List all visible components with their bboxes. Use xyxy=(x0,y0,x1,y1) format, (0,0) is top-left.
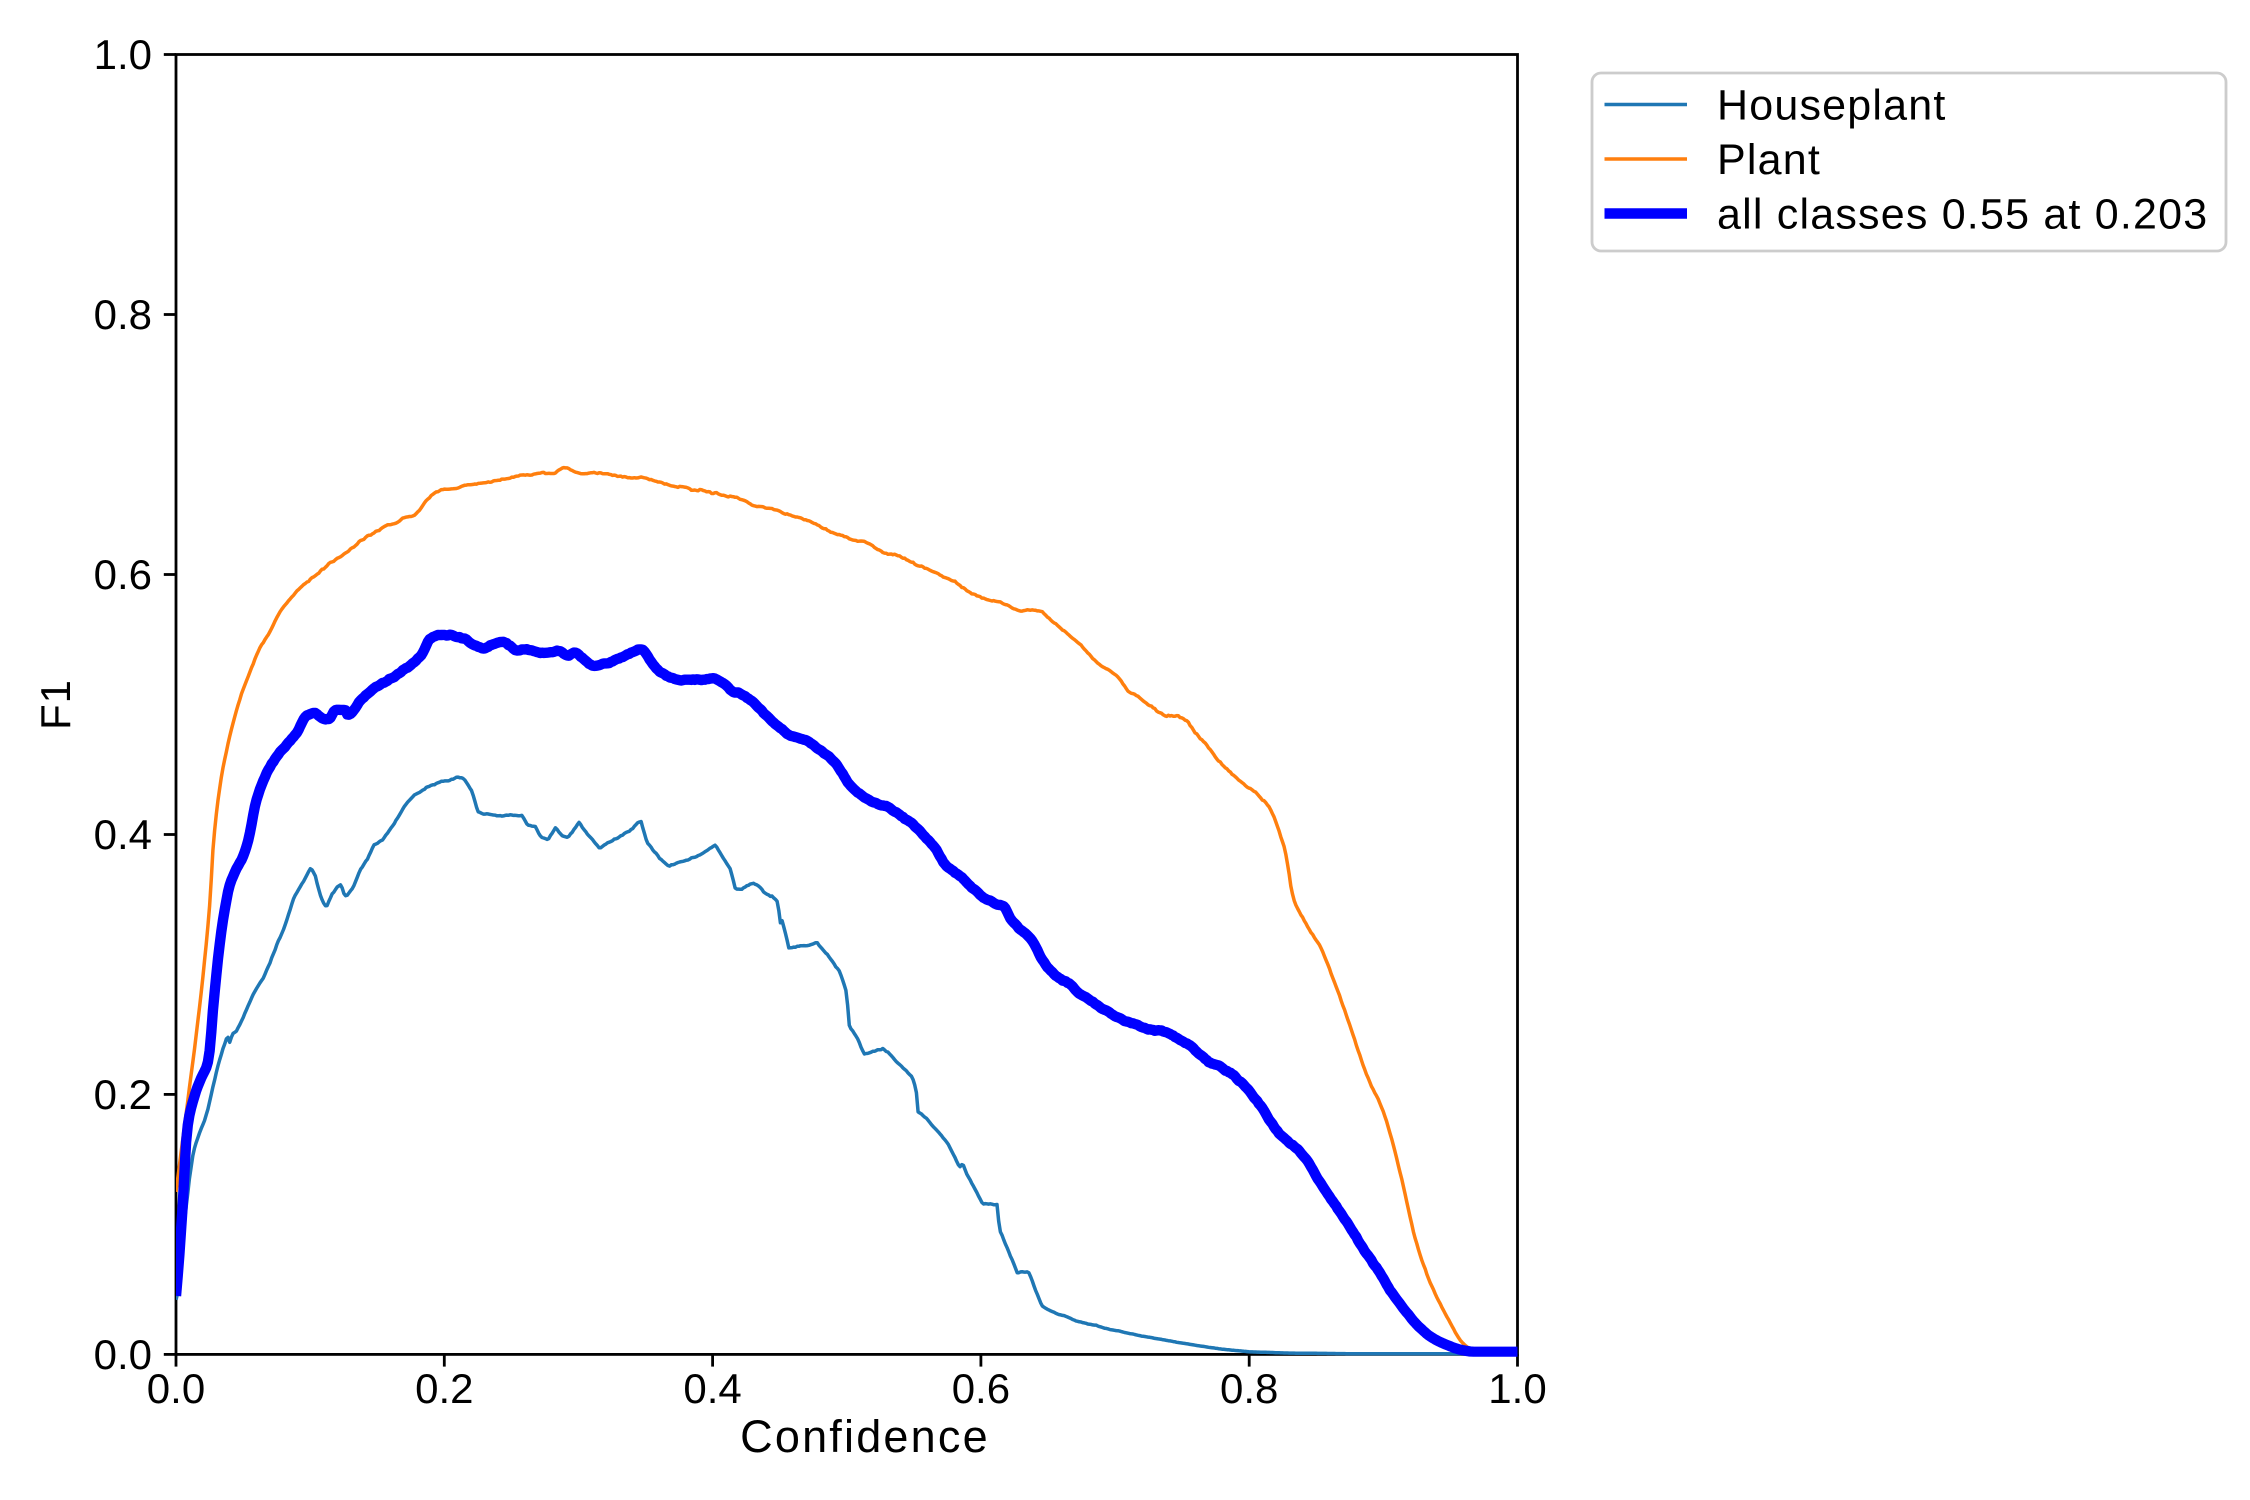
svg-text:Confidence: Confidence xyxy=(740,1411,990,1462)
svg-text:0.6: 0.6 xyxy=(94,551,152,598)
svg-text:0.2: 0.2 xyxy=(94,1071,152,1118)
svg-text:0.8: 0.8 xyxy=(1220,1365,1278,1412)
svg-text:0.4: 0.4 xyxy=(683,1365,741,1412)
svg-text:all classes 0.55 at 0.203: all classes 0.55 at 0.203 xyxy=(1717,191,2208,239)
svg-text:1.0: 1.0 xyxy=(94,31,152,78)
svg-text:F1: F1 xyxy=(32,679,79,730)
svg-text:0.0: 0.0 xyxy=(94,1331,152,1378)
svg-text:0.0: 0.0 xyxy=(147,1365,205,1412)
svg-text:Houseplant: Houseplant xyxy=(1717,82,1947,130)
svg-text:1.0: 1.0 xyxy=(1488,1365,1546,1412)
svg-text:0.8: 0.8 xyxy=(94,291,152,338)
svg-text:0.4: 0.4 xyxy=(94,811,152,858)
svg-text:Plant: Plant xyxy=(1717,136,1821,184)
svg-text:0.6: 0.6 xyxy=(952,1365,1010,1412)
svg-text:0.2: 0.2 xyxy=(415,1365,473,1412)
